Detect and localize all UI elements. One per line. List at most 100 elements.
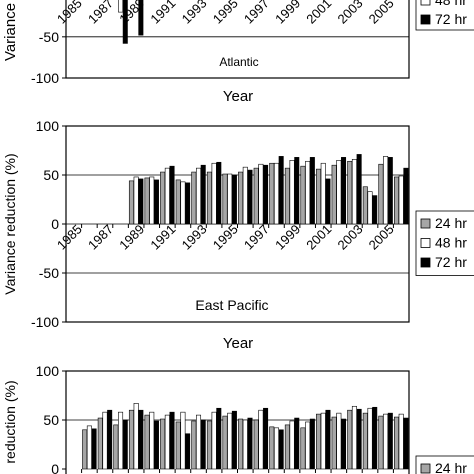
east-pacific-x-tick-label: 2001 xyxy=(303,222,334,253)
east-pacific-bar-72hr-1994 xyxy=(216,161,222,225)
bottom-bar-48hr-1996 xyxy=(242,419,248,470)
east-pacific-bar-24hr-1994 xyxy=(206,171,212,225)
east-pacific-bar-48hr-2002 xyxy=(336,160,342,225)
bottom-bar-48hr-2004 xyxy=(367,407,373,470)
bottom-bar-24hr-2005 xyxy=(378,415,384,470)
bottom-legend-swatch-24hr xyxy=(420,463,431,474)
bottom-bar-24hr-1991 xyxy=(160,418,166,470)
bottom-bar-72hr-1998 xyxy=(278,429,284,470)
bottom-bar-24hr-2006 xyxy=(394,416,400,470)
east-pacific-y-tick-label: 50 xyxy=(43,167,59,183)
east-pacific-bar-48hr-1995 xyxy=(227,173,233,225)
bottom-bar-24hr-2003 xyxy=(347,409,353,470)
bottom-bar-24hr-1993 xyxy=(191,420,197,470)
east-pacific-panel-label: East Pacific xyxy=(195,297,268,313)
east-pacific-y-tick-label: 100 xyxy=(36,118,60,134)
east-pacific-bar-24hr-1998 xyxy=(269,162,275,225)
bottom-bar-72hr-1989 xyxy=(138,409,144,470)
east-pacific-bar-48hr-1991 xyxy=(164,167,170,225)
bottom-bar-72hr-1987 xyxy=(107,409,113,470)
east-pacific-x-tick-label: 1989 xyxy=(116,222,147,253)
bottom-bar-24hr-2002 xyxy=(331,416,337,470)
east-pacific-bar-72hr-1989 xyxy=(138,178,144,225)
bottom-bar-48hr-1991 xyxy=(164,414,170,470)
bottom-bar-72hr-1988 xyxy=(122,419,128,470)
bottom-bar-72hr-2004 xyxy=(372,406,378,470)
east-pacific-x-tick-label: 2003 xyxy=(334,222,365,253)
atlantic-x-tick-label: 1999 xyxy=(272,0,303,27)
atlantic-bar-72hr-1989 xyxy=(138,0,144,36)
east-pacific-bar-48hr-1993 xyxy=(196,167,202,225)
east-pacific-bar-24hr-2005 xyxy=(378,163,384,225)
bottom-bar-24hr-1998 xyxy=(269,426,275,470)
east-pacific-bar-24hr-1997 xyxy=(253,167,259,225)
bottom-bar-72hr-1999 xyxy=(294,417,300,470)
bottom-bar-48hr-2005 xyxy=(383,413,389,470)
bottom-bar-72hr-2003 xyxy=(356,408,362,470)
east-pacific-x-tick-label: 1991 xyxy=(147,222,178,253)
east-pacific-bar-24hr-1991 xyxy=(160,171,166,225)
bottom-bar-24hr-2001 xyxy=(316,413,322,470)
bottom-bar-72hr-1994 xyxy=(216,407,222,470)
atlantic-bar-48hr-1988 xyxy=(118,0,124,13)
east-pacific-bar-48hr-2003 xyxy=(351,159,357,225)
east-pacific-legend-label-72hr: 72 hr xyxy=(435,254,467,270)
bottom-bar-24hr-1988 xyxy=(113,424,119,470)
east-pacific-bar-24hr-1989 xyxy=(128,180,134,225)
bottom-y-tick-label: 100 xyxy=(36,363,60,379)
atlantic-x-tick-label: 2005 xyxy=(366,0,397,27)
bottom-bar-48hr-1997 xyxy=(258,409,264,470)
atlantic-legend-swatch-72hr xyxy=(420,14,431,25)
bottom-bar-24hr-1987 xyxy=(97,417,103,470)
east-pacific-x-tick-label: 1993 xyxy=(179,222,210,253)
bottom-bar-48hr-1999 xyxy=(289,420,295,470)
east-pacific-bar-48hr-1989 xyxy=(133,176,139,225)
atlantic-x-axis-label: Year xyxy=(223,88,253,105)
atlantic-panel-label: Atlantic xyxy=(219,55,258,69)
east-pacific-legend-swatch-24hr xyxy=(420,218,431,229)
bottom-bar-72hr-1995 xyxy=(231,410,237,470)
east-pacific-bar-48hr-1994 xyxy=(211,162,217,225)
east-pacific-bar-72hr-2003 xyxy=(356,154,362,225)
bottom-bar-48hr-1986 xyxy=(86,425,92,470)
bottom-bar-72hr-1990 xyxy=(153,420,159,470)
east-pacific-bar-48hr-2000 xyxy=(305,160,311,225)
atlantic-x-tick-label: 1993 xyxy=(179,0,210,27)
bottom-bar-72hr-2005 xyxy=(387,412,393,470)
bottom-bar-24hr-1989 xyxy=(128,409,134,470)
bottom-bar-72hr-2001 xyxy=(325,409,331,470)
atlantic-y-tick-label: -100 xyxy=(31,70,59,86)
bottom-bar-72hr-1993 xyxy=(200,419,206,470)
bottom-bar-48hr-2000 xyxy=(305,421,311,470)
east-pacific-legend-swatch-48hr xyxy=(420,238,431,248)
bottom-bar-72hr-1991 xyxy=(169,411,175,470)
bottom-bar-48hr-1995 xyxy=(227,412,233,470)
east-pacific-bar-72hr-2001 xyxy=(325,178,331,225)
bottom-bar-48hr-1990 xyxy=(149,411,155,470)
east-pacific-bar-72hr-1998 xyxy=(278,156,284,225)
east-pacific-legend-label-48hr: 48 hr xyxy=(435,235,467,251)
east-pacific-x-tick-label: 1995 xyxy=(210,222,241,253)
bottom-y-tick-label: 0 xyxy=(51,461,59,474)
atlantic-x-tick-label: 2003 xyxy=(334,0,365,27)
bottom-legend-label-24hr: 24 hr xyxy=(435,460,467,474)
bottom-bar-48hr-2001 xyxy=(320,412,326,470)
east-pacific-legend-swatch-72hr xyxy=(420,257,431,268)
bottom-bar-72hr-1996 xyxy=(247,417,253,470)
bottom-bar-48hr-1993 xyxy=(196,414,202,470)
east-pacific-x-tick-label: 2005 xyxy=(366,222,397,253)
east-pacific-y-axis-label: Variance reduction (%) xyxy=(2,153,18,294)
east-pacific-bar-24hr-1999 xyxy=(284,167,290,225)
east-pacific-bar-48hr-2004 xyxy=(367,191,373,225)
east-pacific-bar-72hr-1999 xyxy=(294,157,300,225)
east-pacific-bar-48hr-1999 xyxy=(289,160,295,225)
atlantic-legend-label-72hr: 72 hr xyxy=(435,11,467,27)
east-pacific-bar-24hr-2003 xyxy=(347,160,353,225)
east-pacific-bar-24hr-1996 xyxy=(238,171,244,225)
east-pacific-bar-24hr-2002 xyxy=(331,164,337,225)
bottom-bar-48hr-1989 xyxy=(133,403,139,470)
east-pacific-bar-48hr-1998 xyxy=(273,162,279,225)
bottom-bar-48hr-1987 xyxy=(102,411,108,470)
bottom-bar-24hr-1986 xyxy=(82,429,88,470)
